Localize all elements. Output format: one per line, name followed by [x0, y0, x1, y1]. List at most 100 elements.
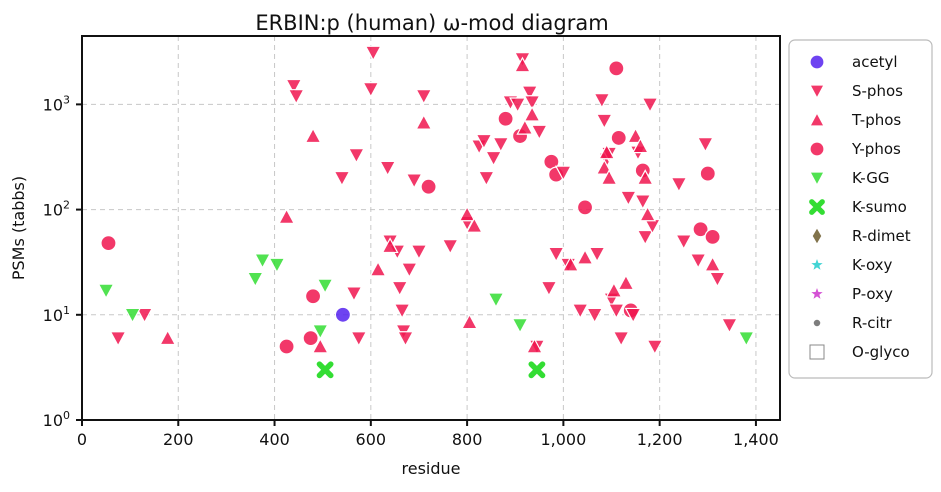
s-phos-point	[477, 170, 495, 187]
t-phos-point	[415, 113, 433, 130]
t-phos-point	[598, 143, 616, 160]
legend-marker-r-citr	[812, 318, 822, 328]
legend-marker-k-sumo	[809, 199, 825, 215]
s-phos-point	[393, 303, 411, 320]
s-phos-point	[523, 95, 541, 111]
t-phos-point	[523, 105, 541, 122]
legend-marker-r-dimet	[811, 226, 823, 246]
k-gg-point	[737, 331, 755, 347]
t-phos-point	[636, 169, 654, 185]
legend-label-k-gg: K-GG	[852, 169, 889, 187]
s-phos-point	[641, 97, 659, 114]
t-phos-point	[278, 208, 296, 224]
s-phos-point	[415, 89, 433, 105]
k-sumo-point	[528, 361, 546, 379]
y-tick-label: 102	[43, 199, 70, 220]
s-phos-point	[521, 85, 539, 102]
legend-label-s-phos: S-phos	[852, 82, 903, 100]
k-sumo-point	[316, 361, 334, 379]
y-tick-label: 101	[43, 304, 70, 325]
s-phos-point	[612, 331, 630, 347]
x-tick-label: 400	[259, 430, 290, 449]
s-phos-point	[441, 239, 459, 255]
legend-marker-o-glyco	[809, 344, 825, 360]
s-phos-point	[720, 318, 738, 334]
s-phos-point	[624, 307, 642, 324]
t-phos-point	[525, 337, 544, 354]
s-phos-point	[646, 339, 664, 356]
s-phos-point	[396, 331, 414, 347]
t-phos-point	[617, 274, 635, 291]
chart-title: ERBIN:p (human) ω-mod diagram	[255, 11, 608, 35]
s-phos-point	[636, 229, 654, 246]
t-phos-point	[627, 127, 645, 144]
grid	[81, 36, 780, 421]
x-tick-label: 1,400	[733, 430, 779, 449]
x-tick-label: 200	[163, 430, 194, 449]
t-phos-point	[516, 118, 534, 135]
s-phos-point	[530, 124, 548, 141]
s-phos-point	[696, 137, 714, 153]
t-phos-point	[304, 127, 322, 144]
legend-marker-y-phos	[809, 141, 825, 157]
s-phos-point	[362, 82, 380, 98]
y-phos-point	[699, 165, 716, 182]
legend-marker-s-phos	[808, 84, 826, 100]
s-phos-point	[492, 137, 510, 153]
s-phos-point	[540, 280, 558, 297]
k-gg-point	[97, 283, 115, 300]
s-phos-point	[593, 93, 611, 109]
s-phos-point	[364, 45, 382, 62]
legend-marker-t-phos	[808, 111, 826, 127]
axis-ticks: 0 200 400 600 800 1,000 1,200 1,400 100 101 102 103	[43, 93, 779, 449]
t-phos-point	[311, 337, 329, 354]
s-phos-point	[547, 246, 565, 263]
legend: acetyl S-phos T-phos Y-phos K-GG K-sumo R-dime…	[788, 39, 933, 379]
legend-label-y-phos: Y-phos	[851, 140, 901, 158]
t-phos-point	[465, 217, 483, 233]
t-phos-point	[639, 205, 657, 222]
legend-marker-acetyl	[809, 54, 825, 70]
k-gg-point	[487, 292, 505, 309]
y-phos-point	[610, 129, 627, 147]
data-points	[97, 45, 755, 379]
s-phos-point	[109, 331, 127, 347]
x-tick-label: 800	[452, 430, 483, 449]
t-phos-point	[513, 56, 531, 73]
t-phos-point	[458, 205, 476, 222]
x-tick-label: 0	[77, 430, 87, 449]
t-phos-point	[704, 255, 722, 272]
legend-marker-k-gg	[808, 171, 826, 187]
legend-label-r-dimet: R-dimet	[852, 227, 911, 245]
s-phos-point	[136, 307, 154, 324]
s-phos-point	[350, 331, 368, 347]
s-phos-point	[287, 89, 305, 105]
x-tick-label: 600	[356, 430, 387, 449]
t-phos-point	[600, 169, 618, 185]
t-phos-point	[576, 248, 594, 265]
y-phos-point	[420, 178, 437, 195]
y-phos-point	[497, 110, 514, 127]
legend-label-k-sumo: K-sumo	[852, 198, 907, 216]
acetyl-point	[334, 306, 352, 323]
x-axis-label: residue	[402, 459, 461, 478]
plot-frame	[81, 35, 781, 421]
t-phos-point	[369, 260, 387, 277]
t-phos-point	[159, 329, 177, 346]
y-tick-label: 103	[43, 93, 70, 114]
y-tick-label: 100	[43, 409, 70, 430]
y-phos-point	[576, 199, 594, 216]
s-phos-point	[675, 234, 693, 251]
legend-marker-p-oxy	[807, 284, 827, 302]
y-phos-point	[608, 60, 625, 77]
s-phos-point	[689, 253, 707, 270]
k-gg-point	[268, 257, 286, 274]
x-tick-label: 1,200	[637, 430, 683, 449]
t-phos-point	[562, 255, 580, 272]
s-phos-point	[634, 194, 652, 211]
s-phos-point	[571, 303, 589, 320]
y-phos-point	[302, 330, 319, 347]
k-gg-point	[316, 278, 334, 295]
legend-box	[788, 39, 933, 379]
s-phos-point	[619, 190, 637, 207]
